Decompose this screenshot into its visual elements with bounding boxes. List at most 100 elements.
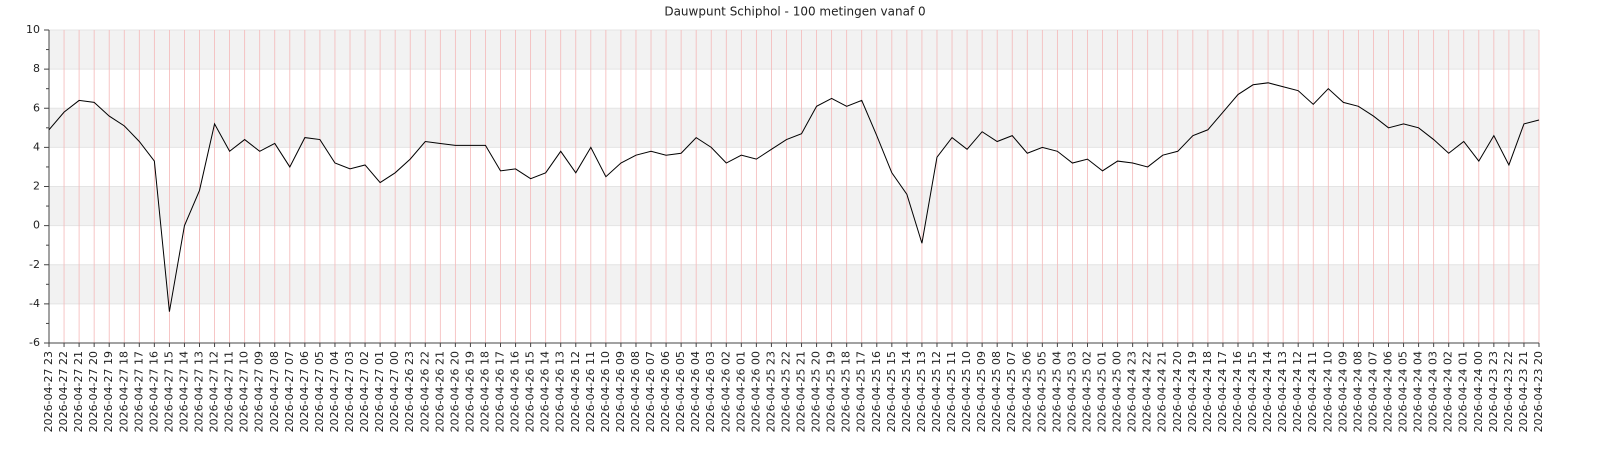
x-tick-label: 2026-04-25 14 xyxy=(900,351,913,432)
x-tick-label: 2026-04-23 22 xyxy=(1502,351,1515,432)
x-tick-label: 2026-04-27 18 xyxy=(117,351,130,432)
x-tick-label: 2026-04-26 01 xyxy=(734,351,747,432)
x-tick-label: 2026-04-26 12 xyxy=(569,351,582,432)
x-tick-label: 2026-04-25 18 xyxy=(840,351,853,432)
x-tick-label: 2026-04-25 08 xyxy=(990,351,1003,432)
x-tick-label: 2026-04-27 02 xyxy=(358,351,371,432)
x-tick-label: 2026-04-25 04 xyxy=(1050,351,1063,432)
x-tick-label: 2026-04-25 19 xyxy=(825,351,838,432)
x-tick-label: 2026-04-24 01 xyxy=(1457,351,1470,432)
x-tick-label: 2026-04-26 14 xyxy=(539,351,552,432)
x-tick-label: 2026-04-27 21 xyxy=(72,351,85,432)
x-tick-label: 2026-04-27 13 xyxy=(193,351,206,432)
x-tick-label: 2026-04-25 01 xyxy=(1096,351,1109,432)
x-tick-label: 2026-04-25 06 xyxy=(1020,351,1033,432)
x-tick-label: 2026-04-25 10 xyxy=(960,351,973,432)
x-tick-label: 2026-04-26 22 xyxy=(418,351,431,432)
x-tick-label: 2026-04-25 03 xyxy=(1065,351,1078,432)
x-tick-label: 2026-04-26 11 xyxy=(584,351,597,432)
x-tick-label: 2026-04-26 05 xyxy=(674,351,687,432)
x-tick-label: 2026-04-24 19 xyxy=(1186,351,1199,432)
x-tick-label: 2026-04-24 05 xyxy=(1397,351,1410,432)
x-tick-label: 2026-04-24 12 xyxy=(1291,351,1304,432)
x-tick-label: 2026-04-26 17 xyxy=(494,351,507,432)
x-tick-label: 2026-04-24 04 xyxy=(1412,351,1425,432)
x-tick-label: 2026-04-24 23 xyxy=(1126,351,1139,432)
x-tick-label: 2026-04-25 02 xyxy=(1080,351,1093,432)
x-tick-label: 2026-04-26 16 xyxy=(509,351,522,432)
x-tick-label: 2026-04-24 15 xyxy=(1246,351,1259,432)
x-tick-label: 2026-04-25 12 xyxy=(930,351,943,432)
x-tick-label: 2026-04-27 16 xyxy=(147,351,160,432)
x-tick-label: 2026-04-23 20 xyxy=(1532,351,1545,432)
x-tick-label: 2026-04-24 20 xyxy=(1171,351,1184,432)
y-tick-label: 10 xyxy=(26,23,40,36)
x-tick-label: 2026-04-26 18 xyxy=(478,351,491,432)
y-tick-label: 2 xyxy=(33,180,40,193)
x-tick-label: 2026-04-24 11 xyxy=(1306,351,1319,432)
x-tick-label: 2026-04-27 03 xyxy=(343,351,356,432)
x-tick-label: 2026-04-27 11 xyxy=(223,351,236,432)
x-tick-label: 2026-04-25 13 xyxy=(915,351,928,432)
x-tick-label: 2026-04-27 09 xyxy=(253,351,266,432)
y-tick-label: 6 xyxy=(33,101,40,114)
x-tick-label: 2026-04-25 22 xyxy=(779,351,792,432)
x-tick-label: 2026-04-27 17 xyxy=(132,351,145,432)
grid-band xyxy=(49,264,1539,304)
x-tick-label: 2026-04-26 02 xyxy=(719,351,732,432)
x-tick-label: 2026-04-27 14 xyxy=(177,351,190,432)
x-tick-label: 2026-04-27 20 xyxy=(87,351,100,432)
x-tick-label: 2026-04-24 10 xyxy=(1321,351,1334,432)
x-tick-label: 2026-04-26 13 xyxy=(554,351,567,432)
x-tick-label: 2026-04-27 08 xyxy=(268,351,281,432)
data-line xyxy=(48,82,1540,312)
y-tick-label: -2 xyxy=(29,258,40,271)
x-tick-label: 2026-04-26 00 xyxy=(749,351,762,432)
x-tick-label: 2026-04-24 17 xyxy=(1216,351,1229,432)
x-tick-label: 2026-04-25 15 xyxy=(885,351,898,432)
x-tick-label: 2026-04-25 16 xyxy=(870,351,883,432)
x-tick-label: 2026-04-26 09 xyxy=(614,351,627,432)
x-tick-label: 2026-04-25 11 xyxy=(945,351,958,432)
x-tick-label: 2026-04-23 21 xyxy=(1517,351,1530,432)
x-tick-label: 2026-04-27 05 xyxy=(313,351,326,432)
grid-band xyxy=(49,108,1539,148)
y-tick-label: 4 xyxy=(33,140,40,153)
x-tick-label: 2026-04-27 19 xyxy=(102,351,115,432)
x-tick-label: 2026-04-24 14 xyxy=(1261,351,1274,432)
x-tick-label: 2026-04-26 10 xyxy=(599,351,612,432)
x-tick-label: 2026-04-26 15 xyxy=(524,351,537,432)
x-tick-label: 2026-04-23 23 xyxy=(1487,351,1500,432)
x-tick-label: 2026-04-26 07 xyxy=(644,351,657,432)
x-tick-label: 2026-04-27 12 xyxy=(208,351,221,432)
x-tick-label: 2026-04-27 04 xyxy=(328,351,341,432)
x-tick-label: 2026-04-25 20 xyxy=(810,351,823,432)
x-tick-label: 2026-04-25 23 xyxy=(764,351,777,432)
x-tick-label: 2026-04-27 01 xyxy=(373,351,386,432)
x-tick-label: 2026-04-25 21 xyxy=(795,351,808,432)
x-tick-label: 2026-04-26 04 xyxy=(689,351,702,432)
x-tick-label: 2026-04-24 22 xyxy=(1141,351,1154,432)
x-tick-label: 2026-04-24 02 xyxy=(1442,351,1455,432)
x-tick-label: 2026-04-24 13 xyxy=(1276,351,1289,432)
x-tick-label: 2026-04-24 16 xyxy=(1231,351,1244,432)
x-tick-label: 2026-04-25 00 xyxy=(1111,351,1124,432)
grid-band xyxy=(49,30,1539,70)
y-tick-label: 0 xyxy=(33,219,40,232)
x-tick-label: 2026-04-26 23 xyxy=(403,351,416,432)
grid-band xyxy=(49,186,1539,226)
x-tick-label: 2026-04-27 07 xyxy=(283,351,296,432)
x-tick-label: 2026-04-26 19 xyxy=(463,351,476,432)
x-tick-label: 2026-04-27 22 xyxy=(57,351,70,432)
y-tick-label: -4 xyxy=(29,297,40,310)
x-tick-label: 2026-04-24 00 xyxy=(1472,351,1485,432)
y-tick-label: -6 xyxy=(29,336,40,349)
x-tick-label: 2026-04-27 15 xyxy=(162,351,175,432)
x-tick-label: 2026-04-26 08 xyxy=(629,351,642,432)
y-tick-label: 8 xyxy=(33,62,40,75)
chart-title: Dauwpunt Schiphol - 100 metingen vanaf 0 xyxy=(664,5,925,19)
x-tick-label: 2026-04-27 10 xyxy=(238,351,251,432)
x-tick-label: 2026-04-25 09 xyxy=(975,351,988,432)
x-tick-label: 2026-04-26 03 xyxy=(704,351,717,432)
